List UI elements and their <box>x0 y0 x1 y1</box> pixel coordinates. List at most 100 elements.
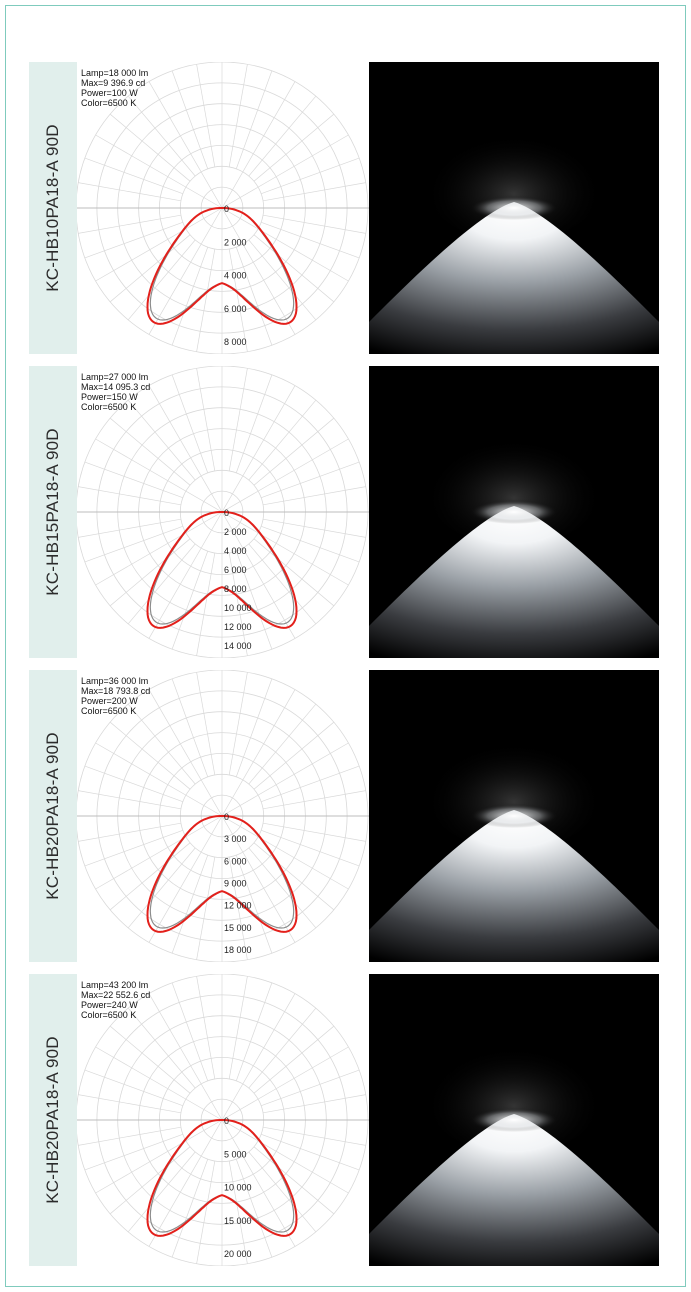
radial-tick-label: 15 000 <box>224 923 252 933</box>
source-glow <box>470 804 558 828</box>
grid-spoke <box>196 368 216 471</box>
grid-spoke <box>127 543 196 625</box>
radial-tick-label: 2 000 <box>224 237 247 247</box>
grid-spoke <box>171 982 209 1081</box>
polar-svg: 0 2 000 4 000 6 000 8 000 10 000 12 000 14 000 <box>77 366 369 658</box>
radial-tick-label: 0 <box>224 1116 229 1126</box>
info-line: Power=100 W <box>81 88 138 98</box>
grid-spoke <box>171 678 209 777</box>
polar-intensity-chart: 0 3 000 6 000 9 000 12 000 15 000 18 000 Lamp=3… <box>77 670 369 962</box>
grid-spoke <box>248 847 317 929</box>
grid-spoke <box>109 538 191 607</box>
model-label: KC-HB15PA18-A 90D <box>29 366 77 658</box>
grid-spoke <box>84 525 183 563</box>
product-panel: KC-HB20PA18-A 90D 0 3 000 6 000 9 000 12 000 1… <box>29 670 659 962</box>
grid-spoke <box>261 461 360 499</box>
info-line: Color=6500 K <box>81 1010 137 1020</box>
page-frame <box>5 5 686 1287</box>
grid-spoke <box>228 857 248 960</box>
intensity-curve-c0 <box>146 1119 298 1237</box>
info-line: Lamp=27 000 lm <box>81 372 149 382</box>
info-line: Power=240 W <box>81 1000 138 1010</box>
grid-spoke <box>148 385 223 513</box>
grid-spoke <box>78 822 181 842</box>
grid-spoke <box>221 1119 296 1247</box>
model-name: KC-HB20PA18-A 90D <box>43 732 62 900</box>
polar-svg: 0 2 000 4 000 6 000 8 000 <box>77 62 369 354</box>
beam-render-svg <box>369 62 659 354</box>
upper-halo <box>424 1034 604 1154</box>
grid-spoke <box>127 703 196 785</box>
model-label: KC-HB10PA18-A 90D <box>29 62 77 354</box>
grid-spoke <box>263 182 366 202</box>
info-line: Color=6500 K <box>81 402 137 412</box>
radial-tick-label: 10 000 <box>224 603 252 613</box>
grid-spoke <box>221 1119 349 1194</box>
grid-spoke <box>84 461 183 499</box>
grid-spoke <box>171 551 209 650</box>
info-line: Max=14 095.3 cd <box>81 382 151 392</box>
grid-spoke <box>127 239 196 321</box>
radial-tick-label: 6 000 <box>224 856 247 866</box>
grid-spoke <box>221 815 349 890</box>
grid-spoke <box>84 157 183 195</box>
grid-spoke <box>171 1159 209 1258</box>
grid-spoke <box>78 518 181 538</box>
grid-spoke <box>196 553 216 656</box>
grid-spoke <box>248 703 317 785</box>
intensity-curve-c0 <box>146 511 298 629</box>
grid-spoke <box>221 511 349 586</box>
grid-spoke <box>235 247 273 346</box>
grid-spoke <box>127 1007 196 1089</box>
grid-spoke <box>109 417 191 486</box>
grid-spoke <box>196 672 216 775</box>
grid-spoke <box>148 511 223 639</box>
grid-spoke <box>84 829 183 867</box>
radial-tick-label: 9 000 <box>224 879 247 889</box>
grid-spoke <box>221 689 296 817</box>
grid-spoke <box>148 993 223 1121</box>
grid-spoke <box>235 551 273 650</box>
grid-spoke <box>248 95 317 177</box>
grid-spoke <box>109 113 191 182</box>
grid-spoke <box>78 214 181 234</box>
beam-render-svg <box>369 670 659 962</box>
grid-spoke <box>84 1133 183 1171</box>
grid-spoke <box>221 207 296 335</box>
polar-intensity-chart: 0 5 000 10 000 15 000 20 000 Lamp=43 200 lm Ma… <box>77 974 369 1266</box>
grid-spoke <box>253 538 335 607</box>
grid-spoke <box>171 70 209 169</box>
radial-tick-label: 0 <box>224 204 229 214</box>
grid-spoke <box>228 249 248 352</box>
grid-spoke <box>228 1161 248 1264</box>
product-panel: KC-HB20PA18-A 90D 0 5 000 10 000 15 000 20 00… <box>29 974 659 1266</box>
upper-halo <box>424 730 604 850</box>
grid-spoke <box>148 1119 223 1247</box>
grid-spoke <box>95 742 223 817</box>
grid-spoke <box>261 157 360 195</box>
grid-spoke <box>196 857 216 960</box>
grid-spoke <box>235 982 273 1081</box>
beam-render-image <box>369 62 659 354</box>
grid-spoke <box>109 721 191 790</box>
intensity-curve-c0 <box>146 207 298 325</box>
model-name: KC-HB10PA18-A 90D <box>43 124 62 292</box>
grid-spoke <box>228 368 248 471</box>
radial-tick-label: 6 000 <box>224 565 247 575</box>
radial-tick-label: 6 000 <box>224 304 247 314</box>
grid-spoke <box>78 182 181 202</box>
light-cone <box>369 506 659 658</box>
info-line: Power=200 W <box>81 696 138 706</box>
grid-spoke <box>109 842 191 911</box>
grid-spoke <box>109 1146 191 1215</box>
grid-spoke <box>95 438 223 513</box>
lamp-info: Lamp=36 000 lm Max=18 793.8 cd Power=200 W… <box>81 676 150 716</box>
grid-spoke <box>127 95 196 177</box>
grid-spoke <box>78 486 181 506</box>
info-line: Max=18 793.8 cd <box>81 686 151 696</box>
grid-spoke <box>95 134 223 209</box>
grid-spoke <box>148 207 223 335</box>
grid-spoke <box>95 815 223 890</box>
product-panel: KC-HB15PA18-A 90D 0 2 000 4 000 6 000 8 000 10… <box>29 366 659 658</box>
